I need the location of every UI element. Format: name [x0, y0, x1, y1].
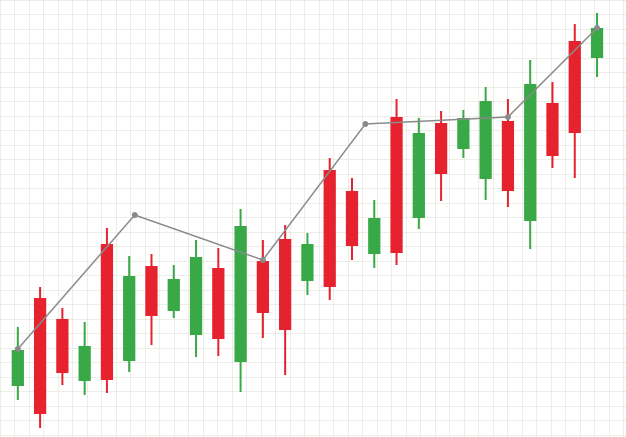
candle-body	[546, 103, 559, 156]
candle-body	[524, 84, 537, 221]
candle-body	[501, 121, 515, 191]
trend-point	[259, 257, 266, 263]
trend-point	[504, 114, 511, 120]
candle-body	[457, 118, 470, 149]
trend-point	[594, 25, 601, 31]
candle-body	[590, 28, 604, 58]
candle-body	[167, 279, 180, 311]
candle-body	[323, 170, 336, 287]
candle-body	[78, 346, 91, 381]
trend-point	[131, 212, 138, 218]
candle-body	[234, 226, 247, 362]
candle-body	[390, 117, 403, 253]
candle-body	[279, 239, 292, 330]
candle-body	[479, 101, 492, 179]
candle-body	[368, 218, 381, 254]
candle-body	[568, 41, 581, 133]
candle-body	[345, 191, 359, 246]
candle-body	[301, 244, 314, 281]
candle-body	[212, 268, 225, 339]
candle-body	[33, 298, 47, 414]
candle-body	[412, 133, 425, 218]
candle-body	[145, 266, 158, 316]
candle-body	[11, 350, 24, 386]
candle-body	[189, 257, 203, 335]
candle-body	[256, 261, 270, 313]
candle-body	[56, 319, 69, 373]
candle-body	[434, 123, 448, 174]
trend-point	[362, 121, 369, 127]
candle-body	[100, 244, 114, 380]
candle-body	[123, 276, 136, 361]
trend-line	[17, 27, 598, 350]
trend-point	[14, 346, 21, 352]
